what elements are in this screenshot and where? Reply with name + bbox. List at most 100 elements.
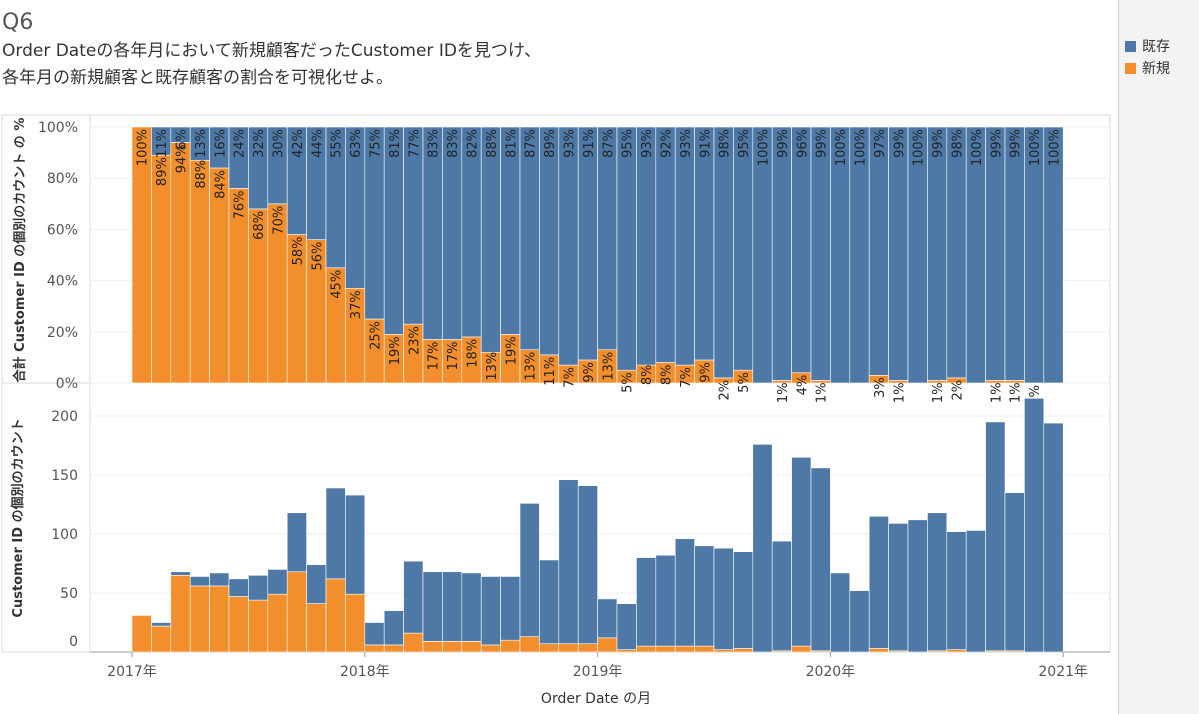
count-bar-existing	[189, 576, 210, 587]
pct-label-existing: 100%	[912, 129, 927, 166]
count-bar-existing	[480, 576, 501, 646]
pct-label-new: 5%	[737, 372, 752, 393]
pct-label-existing: 99%	[815, 129, 830, 158]
pct-bar-existing	[733, 126, 754, 371]
pct-bar-existing	[616, 126, 637, 371]
pct-label-new: 2%	[718, 380, 733, 401]
pct-label-new: 1%	[1009, 382, 1024, 403]
pct-label-existing: 44%	[310, 129, 325, 158]
pct-label-new: 4%	[795, 375, 810, 396]
pct-label-existing: 24%	[233, 129, 248, 158]
bottom-y-tick-label: 0	[69, 634, 78, 650]
top-y-tick-label: 60%	[47, 222, 78, 238]
count-bar-existing	[422, 571, 443, 642]
pct-label-new: 8%	[640, 365, 655, 386]
count-bar-existing	[383, 610, 404, 646]
bottom-y-tick-label: 150	[51, 468, 78, 484]
x-tick-label: 2019年	[573, 664, 623, 680]
legend-label-existing: 既存	[1142, 39, 1170, 55]
pct-label-new: 17%	[427, 341, 442, 370]
question-label: Q6	[2, 10, 34, 35]
count-bar-existing	[209, 572, 230, 587]
pct-bar-existing	[636, 126, 657, 366]
count-bar-new	[228, 596, 249, 653]
pct-bar-existing	[713, 126, 734, 379]
count-bar-new	[558, 643, 579, 653]
pct-bar-existing	[927, 126, 948, 381]
pct-label-new: 9%	[582, 362, 597, 383]
pct-bar-existing	[791, 126, 812, 374]
count-bar-new	[345, 593, 366, 653]
top-y-tick-label: 100%	[38, 120, 78, 136]
count-bar-new	[694, 645, 715, 653]
count-bar-existing	[170, 571, 191, 576]
pct-label-new: 13%	[524, 352, 539, 381]
count-bar-existing	[500, 576, 521, 641]
pct-bar-new	[189, 157, 210, 384]
pct-label-existing: 83%	[446, 129, 461, 158]
count-bar-new	[442, 641, 463, 653]
count-bar-new	[209, 585, 230, 653]
legend-swatch-new	[1125, 62, 1136, 74]
pct-label-new: 1%	[815, 382, 830, 403]
count-bar-existing	[286, 512, 307, 573]
pct-label-existing: 99%	[989, 129, 1004, 158]
count-bar-new	[616, 649, 637, 653]
pct-bar-existing	[597, 126, 618, 351]
count-bar-new	[946, 649, 967, 653]
pct-label-existing: 13%	[194, 129, 209, 158]
bottom-y-tick-label: 200	[51, 409, 78, 425]
pct-label-existing: 82%	[466, 129, 481, 158]
count-bar-new	[713, 649, 734, 653]
bottom-y-tick-label: 100	[51, 527, 78, 543]
pct-label-new: 5%	[621, 372, 636, 393]
top-y-tick-label: 20%	[47, 325, 78, 341]
pct-label-existing: 11%	[155, 129, 170, 158]
legend-item-existing[interactable]: 既存	[1125, 35, 1170, 57]
count-bar-new	[500, 639, 521, 653]
pct-label-new: 88%	[194, 160, 209, 189]
count-bar-new	[306, 603, 327, 653]
count-bar-existing	[577, 485, 598, 645]
count-bar-new	[791, 645, 812, 653]
pct-bar-existing	[694, 126, 715, 361]
count-bar-new	[868, 648, 889, 653]
pct-label-new: 19%	[388, 336, 403, 365]
count-bar-new	[674, 645, 695, 653]
legend[interactable]: 既存 新規	[1125, 35, 1170, 79]
count-bar-existing	[228, 578, 249, 597]
pct-label-existing: 32%	[252, 129, 267, 158]
count-bar-existing	[636, 557, 657, 647]
bottom-y-tick-label: 50	[60, 586, 78, 602]
pct-label-new: 1%	[931, 382, 946, 403]
pct-label-new: 18%	[466, 339, 481, 368]
pct-label-new: 45%	[330, 270, 345, 299]
chart-area: 100% 80% 60% 40% 20% 0% 合計 Customer ID の個別のカウン…	[1, 114, 1111, 707]
top-y-axis-title: 合計 Customer ID の個別のカウント の %	[12, 118, 28, 383]
count-bar-existing	[403, 560, 424, 634]
count-bar-existing	[655, 554, 676, 647]
pct-label-existing: 6%	[175, 129, 190, 150]
count-bar-existing	[1004, 492, 1025, 652]
pct-label-existing: 81%	[388, 129, 403, 158]
pct-bar-existing	[480, 126, 501, 353]
pct-bar-existing	[674, 126, 695, 366]
pct-label-new: 11%	[543, 357, 558, 386]
count-bar-existing	[927, 512, 948, 652]
pct-label-existing: 100%	[1028, 129, 1043, 166]
legend-item-new[interactable]: 新規	[1125, 57, 1170, 79]
x-tick-label: 2018年	[340, 664, 390, 680]
pct-bar-existing	[985, 126, 1006, 381]
pct-label-existing: 98%	[951, 129, 966, 158]
pct-label-existing: 91%	[582, 129, 597, 158]
pct-label-existing: 42%	[291, 129, 306, 158]
pct-label-existing: 100%	[1048, 129, 1063, 166]
top-y-tick-label: 80%	[47, 171, 78, 187]
pct-label-new: 2%	[951, 380, 966, 401]
pct-label-existing: 55%	[330, 129, 345, 158]
pct-label-new: 84%	[213, 170, 228, 199]
count-bar-new	[325, 578, 346, 653]
pct-label-new: 58%	[291, 237, 306, 266]
count-bar-new	[170, 574, 191, 653]
pct-label-existing: 93%	[640, 129, 655, 158]
